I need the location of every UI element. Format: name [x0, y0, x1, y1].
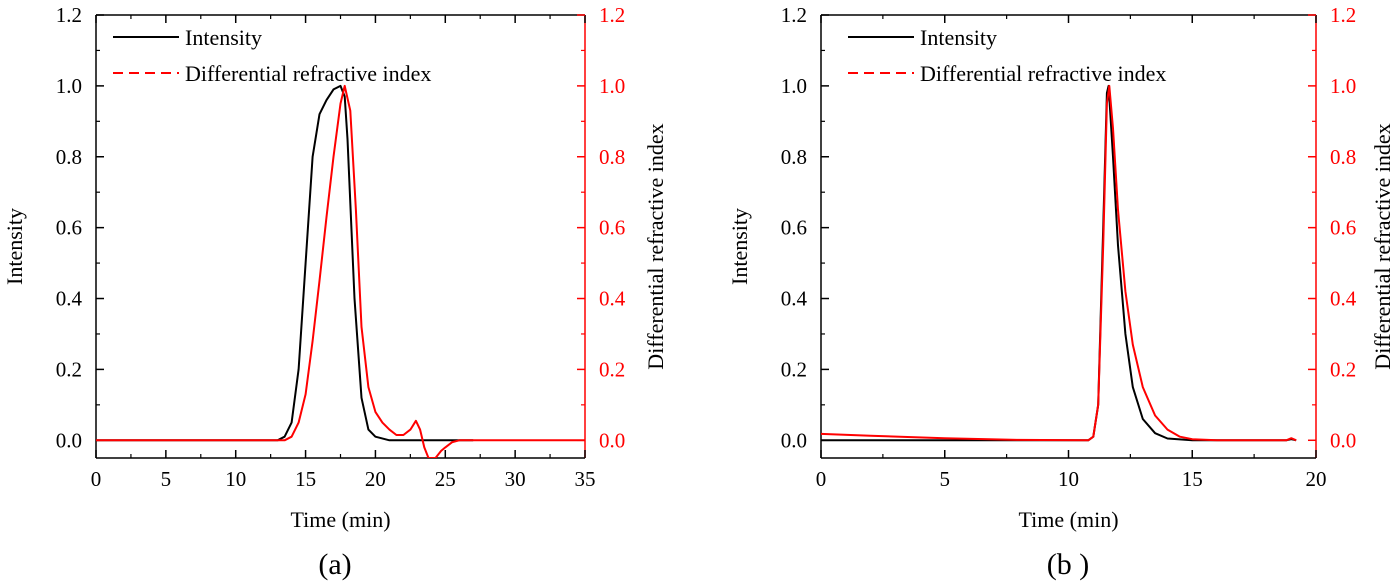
y-tick-label-right: 1.0	[1330, 74, 1356, 98]
x-tick-label: 35	[575, 467, 596, 491]
x-tick-label: 5	[940, 467, 951, 491]
x-axis-title: Time (min)	[290, 507, 390, 532]
x-tick-label: 30	[505, 467, 526, 491]
legend-label: Differential refractive index	[185, 61, 431, 86]
y-tick-label-left: 0.4	[56, 287, 83, 311]
x-tick-label: 10	[1058, 467, 1079, 491]
y-tick-label-right: 0.4	[599, 287, 626, 311]
y-tick-label-right: 0.6	[1330, 216, 1356, 240]
series-lines	[821, 84, 1297, 442]
y-tick-label-left: 1.2	[56, 3, 82, 27]
y-tick-label-right: 0.0	[599, 428, 625, 452]
y-axis-title-right: Differential refractive index	[643, 123, 668, 369]
y-tick-label-right: 0.6	[599, 216, 625, 240]
x-tick-label: 20	[365, 467, 386, 491]
y-tick-label-right: 1.0	[599, 74, 625, 98]
y-tick-label-left: 0.8	[781, 145, 807, 169]
legend-label: Intensity	[920, 25, 997, 50]
y-tick-label-left: 0.6	[56, 216, 82, 240]
y-axis-title-left: Intensity	[727, 208, 752, 285]
y-tick-label-right: 1.2	[1330, 3, 1356, 27]
y-tick-label-left: 0.0	[781, 428, 807, 452]
series-line-intensity	[821, 84, 1297, 442]
series-line-refractive-index	[96, 84, 585, 458]
x-tick-label: 25	[435, 467, 456, 491]
legend-label: Differential refractive index	[920, 61, 1166, 86]
y-axis-title-left: Intensity	[2, 208, 27, 285]
series-line-intensity	[96, 84, 474, 442]
legend: Intensity Differential refractive index	[113, 25, 431, 86]
y-tick-label-right: 0.2	[599, 357, 625, 381]
chart-panel-2: 0 5 10 15 200.0 0.00.2 0.20.4 0.40.6 0.60.8 0.81.…	[727, 3, 1395, 581]
y-tick-label-right: 0.8	[599, 145, 625, 169]
x-tick-label: 15	[295, 467, 316, 491]
series-line-refractive-index	[821, 84, 1297, 442]
x-tick-label: 0	[816, 467, 827, 491]
y-tick-label-right: 0.0	[1330, 428, 1356, 452]
y-tick-label-left: 0.2	[56, 357, 82, 381]
y-axis-title-right: Differential refractive index	[1370, 123, 1395, 369]
legend-label: Intensity	[185, 25, 262, 50]
y-tick-label-left: 1.2	[781, 3, 807, 27]
legend: Intensity Differential refractive index	[848, 25, 1166, 86]
chart-panel-1: 0 5 10 15 20 25 30 350.0 0.00.2 0.20.4 0.40.6 0.60.…	[2, 3, 668, 581]
x-tick-label: 10	[225, 467, 246, 491]
y-tick-label-left: 1.0	[56, 74, 82, 98]
y-tick-label-left: 0.2	[781, 357, 807, 381]
y-tick-label-left: 0.6	[781, 216, 807, 240]
panel-label: (a)	[318, 548, 351, 581]
y-tick-label-left: 1.0	[781, 74, 807, 98]
y-tick-label-left: 0.0	[56, 428, 82, 452]
x-tick-label: 5	[161, 467, 172, 491]
x-tick-label: 0	[91, 467, 102, 491]
x-axis-title: Time (min)	[1018, 507, 1118, 532]
panel-label: (b )	[1047, 548, 1089, 581]
x-tick-label: 20	[1306, 467, 1327, 491]
y-tick-label-right: 1.2	[599, 3, 625, 27]
y-tick-label-right: 0.2	[1330, 357, 1356, 381]
y-tick-label-right: 0.8	[1330, 145, 1356, 169]
x-tick-label: 15	[1182, 467, 1203, 491]
y-tick-label-left: 0.8	[56, 145, 82, 169]
y-tick-label-right: 0.4	[1330, 287, 1357, 311]
series-lines	[96, 84, 585, 458]
y-tick-label-left: 0.4	[781, 287, 808, 311]
